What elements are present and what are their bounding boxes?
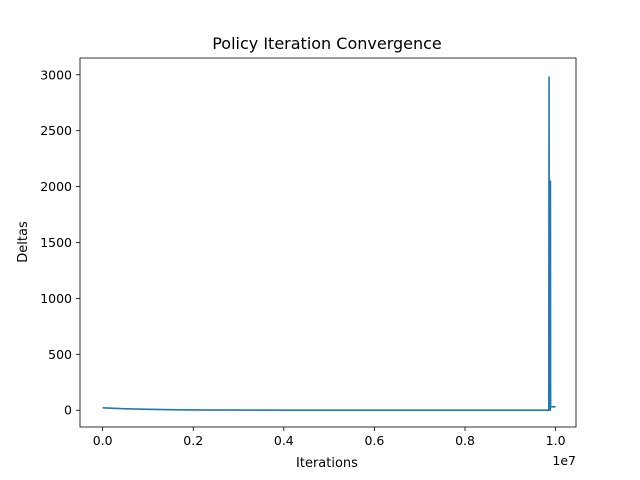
y-tick-label: 0 [64,403,72,418]
y-tick-label: 500 [48,347,72,362]
y-tick-label: 1500 [40,235,72,250]
plot-area: 0.0 0.2 0.4 0.6 0.8 1.0 0 500 1000 1500 2000 2500 30… [40,57,577,448]
x-tick-label: 0.2 [183,433,203,448]
x-axis-title: Iterations [296,456,358,471]
y-tick-label: 2500 [40,123,72,138]
y-tick-label: 3000 [40,67,72,82]
x-tick-label: 0.6 [364,433,384,448]
x-tick-label: 0.8 [455,433,475,448]
x-tick-label: 0.4 [274,433,294,448]
x-tick-label: 1.0 [546,433,566,448]
x-axis-offset-label: 1e7 [552,453,576,468]
y-tick-label: 2000 [40,179,72,194]
y-axis-title: Deltas [16,221,31,263]
y-tick-label: 1000 [40,291,72,306]
chart-title: Policy Iteration Convergence [212,34,442,53]
x-tick-label: 0.0 [93,433,113,448]
series-line-0 [102,76,556,412]
